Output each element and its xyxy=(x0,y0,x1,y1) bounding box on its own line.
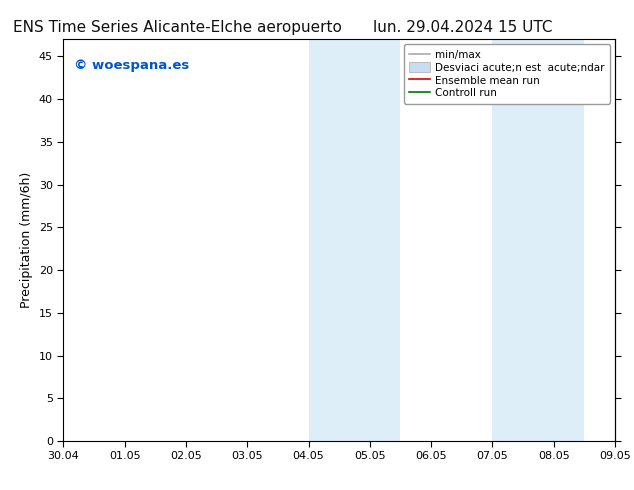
Bar xyxy=(553,39,585,441)
Bar xyxy=(370,39,401,441)
Text: lun. 29.04.2024 15 UTC: lun. 29.04.2024 15 UTC xyxy=(373,20,553,35)
Y-axis label: Precipitation (mm/6h): Precipitation (mm/6h) xyxy=(20,172,34,308)
Legend: min/max, Desviaci acute;n est  acute;ndar, Ensemble mean run, Controll run: min/max, Desviaci acute;n est acute;ndar… xyxy=(404,45,610,103)
Bar xyxy=(493,39,523,441)
Text: © woespana.es: © woespana.es xyxy=(74,59,190,73)
Bar xyxy=(523,39,553,441)
Bar xyxy=(339,39,370,441)
Text: ENS Time Series Alicante-Elche aeropuerto: ENS Time Series Alicante-Elche aeropuert… xyxy=(13,20,342,35)
Bar xyxy=(309,39,339,441)
